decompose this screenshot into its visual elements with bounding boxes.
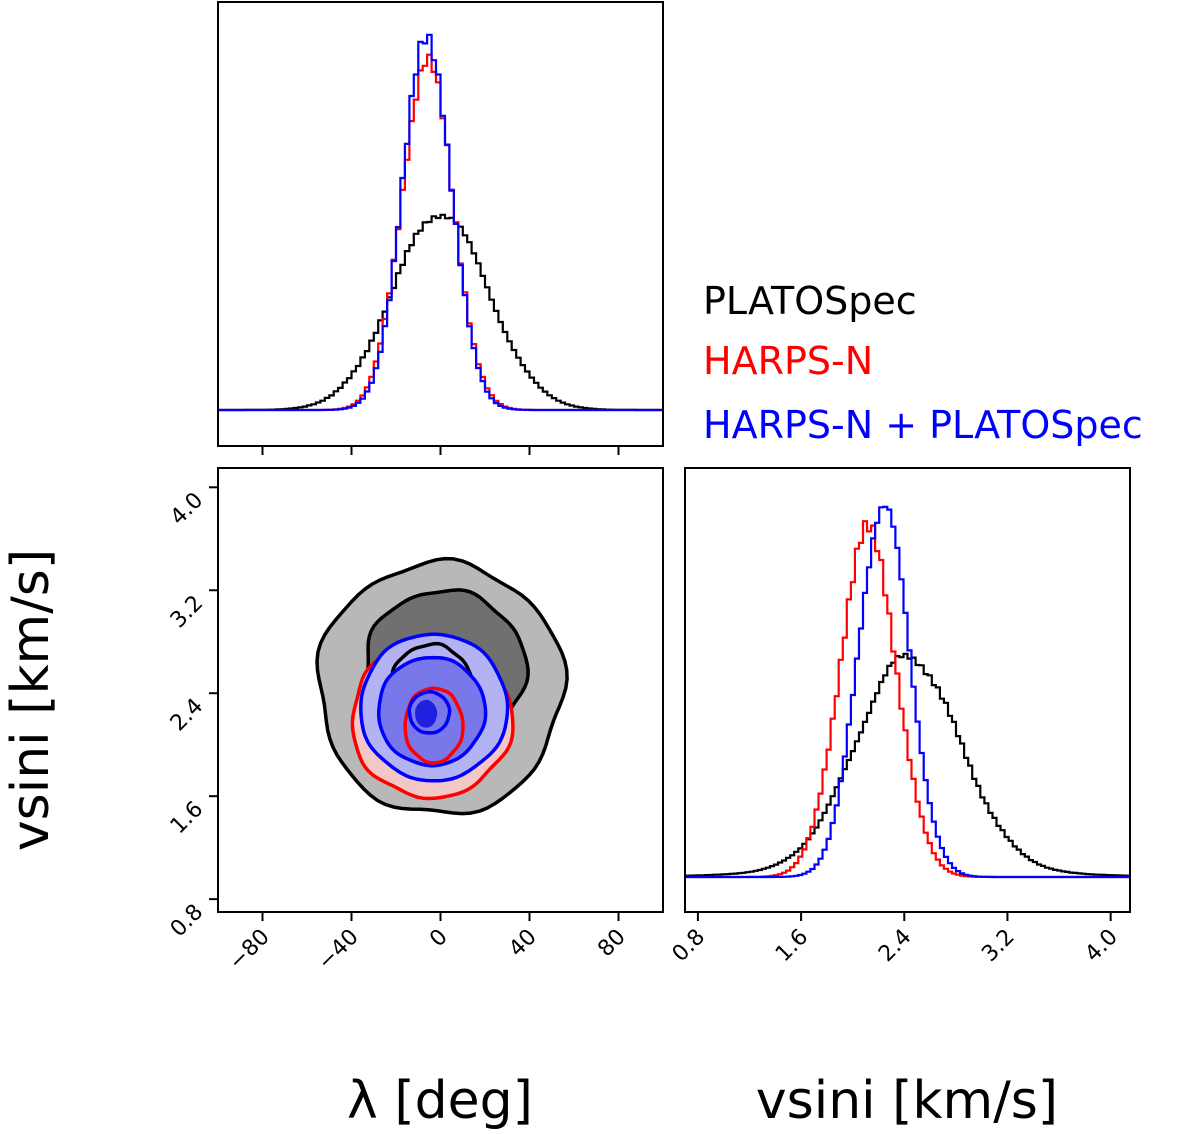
vsini-x-tick-label: 1.6 (771, 925, 813, 967)
vsini-y-tick-label: 1.6 (166, 797, 208, 839)
vsini-y-tick-label: 2.4 (166, 694, 208, 736)
y-axis-label-vsini: vsini [km/s] (1, 549, 61, 851)
vsini-histogram-panel: 0.8 1.6 2.4 3.2 4.0 (668, 467, 1131, 967)
lambda-x-tick-label: 80 (593, 925, 630, 962)
legend-entry-combined: HARPS-N + PLATOSpec (703, 403, 1143, 447)
vsini-histogram-frame (684, 467, 1131, 913)
lambda-histogram-frame (217, 1, 664, 447)
lambda-x-tick-label: 40 (504, 925, 541, 962)
lambda-histogram-panel (217, 1, 664, 455)
vsini-x-tick-label: 2.4 (874, 925, 916, 967)
vsini-histogram-harps-n (685, 520, 1130, 879)
vsini-x-tick-label: 3.2 (977, 925, 1019, 967)
vsini-y-tick-label: 0.8 (166, 900, 208, 942)
contour-harpsn-middle (403, 686, 465, 765)
vsini-histogram-harps-n-platospec (685, 505, 1130, 879)
vsini-x-tick-label: 4.0 (1080, 925, 1122, 967)
lambda-x-tick-label: −40 (313, 925, 364, 976)
lambda-histogram-harps-n-platospec (218, 33, 663, 412)
legend-entry-harpsn: HARPS-N (703, 339, 873, 383)
lambda-x-tick-label: −80 (224, 925, 275, 976)
x-axis-label-lambda: λ [deg] (347, 1071, 533, 1131)
contour-combined-core (415, 699, 438, 728)
lambda-histogram-platospec (218, 213, 663, 412)
vsini-y-tick-label: 3.2 (166, 591, 208, 633)
lambda-x-tick-label: 0 (425, 925, 453, 953)
vsini-histogram-platospec (685, 652, 1130, 877)
x-axis-label-vsini: vsini [km/s] (756, 1071, 1058, 1131)
legend: PLATOSpec HARPS-N HARPS-N + PLATOSpec (703, 279, 1143, 447)
vsini-y-tick-label: 4.0 (166, 488, 208, 530)
vsini-x-tick-label: 0.8 (668, 925, 710, 967)
legend-entry-platospec: PLATOSpec (703, 279, 917, 323)
joint-contour-panel: −80 −40 0 40 80 0.8 1.6 2.4 3.2 4.0 (166, 467, 664, 976)
